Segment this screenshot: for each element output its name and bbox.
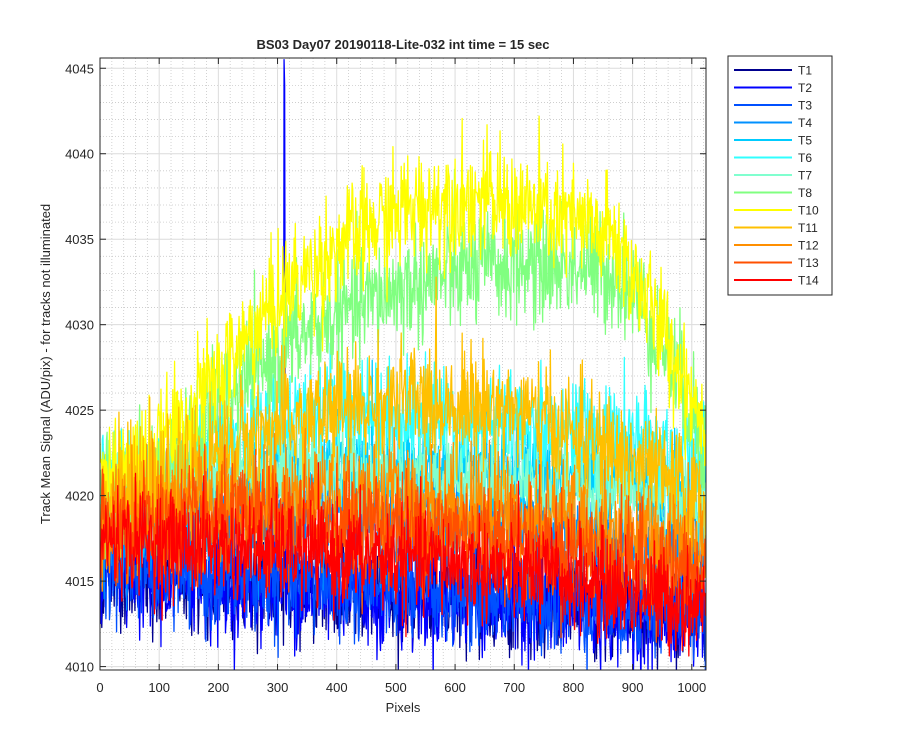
legend-label-t8: T8 [798,186,812,200]
series-line-t10 [100,115,706,538]
y-tick-label: 4040 [65,147,94,162]
plot-frame [99,57,707,671]
x-tick-label: 900 [622,680,644,695]
x-tick-label: 300 [267,680,289,695]
x-axis-label: Pixels [386,700,421,715]
x-tick-label: 100 [148,680,170,695]
x-tick-label: 500 [385,680,407,695]
x-tick-label: 1000 [677,680,706,695]
y-tick-label: 4020 [65,489,94,504]
legend-label-t4: T4 [798,116,812,130]
legend-label-t5: T5 [798,134,812,148]
series-line-t14 [100,462,706,657]
legend-label-t3: T3 [798,99,812,113]
x-tick-label: 200 [208,680,230,695]
legend-label-t12: T12 [798,239,819,253]
x-axis: 0 100 200 300 400 500 600 700 800 900 1000 [96,58,706,695]
legend-label-t11: T11 [798,221,818,235]
x-tick-label: 0 [96,680,103,695]
y-axis-label: Track Mean Signal (ADU/pix) - for tracks… [38,204,53,524]
legend-label-t2: T2 [798,81,812,95]
legend-label-t10: T10 [798,204,819,218]
x-tick-label: 800 [563,680,585,695]
y-tick-label: 4010 [65,660,94,675]
y-tick-label: 4045 [65,61,94,76]
legend: T1 T2 T3 T4 T5 T6 T7 T8 T10 T11 T12 T13 T14 [727,55,833,296]
legend-label-t7: T7 [798,169,812,183]
legend-label-t14: T14 [798,274,819,288]
x-tick-label: 700 [503,680,525,695]
chart-title: BS03 Day07 20190118-Lite-032 int time = … [256,37,549,52]
x-tick-label: 600 [444,680,466,695]
series-line-t13 [100,443,706,643]
y-tick-label: 4025 [65,403,94,418]
series-line-t8 [100,168,706,565]
legend-label-t13: T13 [798,256,819,270]
legend-label-t6: T6 [798,151,812,165]
y-tick-label: 4015 [65,574,94,589]
x-tick-label: 400 [326,680,348,695]
y-axis: 4010 4015 4020 4025 4030 4035 4040 4045 [65,61,706,675]
series-layer [100,59,706,670]
y-tick-label: 4030 [65,318,94,333]
legend-label-t1: T1 [798,64,812,78]
y-tick-label: 4035 [65,232,94,247]
